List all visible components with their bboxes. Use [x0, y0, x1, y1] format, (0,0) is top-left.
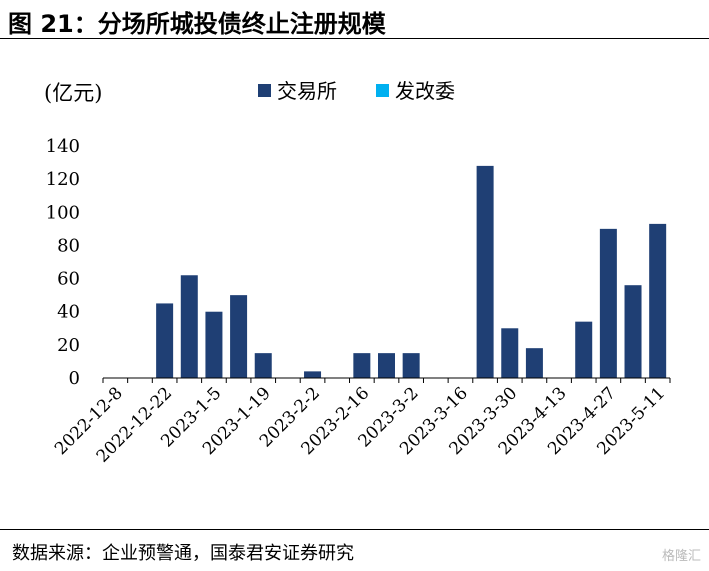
footer-divider: [0, 529, 709, 530]
bars: [156, 165, 667, 378]
bar-0-22: [649, 223, 667, 378]
y-tick-label: 0: [69, 368, 80, 389]
legend-label-1: 发改委: [395, 79, 455, 103]
bar-0-21: [624, 285, 642, 378]
bar-0-15: [476, 165, 494, 378]
y-tick-label: 140: [46, 136, 80, 157]
source-note: 数据来源：企业预警通，国泰君安证券研究: [12, 543, 354, 564]
y-tick-label: 100: [46, 202, 80, 223]
bar-0-11: [378, 353, 395, 378]
watermark-logo: 格隆汇: [661, 549, 701, 564]
title-bar: 图 21：分场所城投债终止注册规模: [0, 0, 709, 40]
bar-0-12: [402, 353, 420, 378]
y-tick-label: 120: [46, 169, 80, 190]
y-tick-label: 80: [57, 235, 80, 256]
y-axis: 0 20 40 60 80 100 120 140: [46, 136, 80, 389]
chart-title: 图 21：分场所城投债终止注册规模: [8, 10, 386, 38]
y-tick-label: 60: [57, 269, 80, 290]
legend-swatch-0: [258, 84, 271, 97]
bar-0-17: [525, 348, 543, 378]
bar-0-3: [180, 275, 198, 378]
bar-0-6: [254, 353, 272, 378]
bar-0-20: [599, 228, 617, 378]
bar-0-2: [156, 303, 174, 378]
x-axis: 2022-12-82022-12-222023-1-52023-1-192023…: [51, 377, 671, 467]
bar-0-10: [353, 353, 371, 378]
y-tick-label: 40: [57, 302, 80, 323]
bar-0-16: [501, 328, 519, 378]
legend-label-0: 交易所: [277, 79, 337, 103]
legend-swatch-1: [376, 84, 389, 97]
bar-0-19: [575, 321, 593, 378]
title-divider: [0, 38, 709, 39]
bar-0-5: [230, 295, 248, 378]
bar-chart: (亿元) 交易所 发改委 0 20 40 60 80 100 120 140 2022-12-8…: [44, 79, 671, 467]
bar-0-8: [304, 371, 322, 378]
y-unit-label: (亿元): [44, 81, 102, 105]
y-tick-label: 20: [57, 335, 80, 356]
legend: 交易所 发改委: [258, 79, 455, 103]
bar-0-4: [205, 311, 223, 378]
